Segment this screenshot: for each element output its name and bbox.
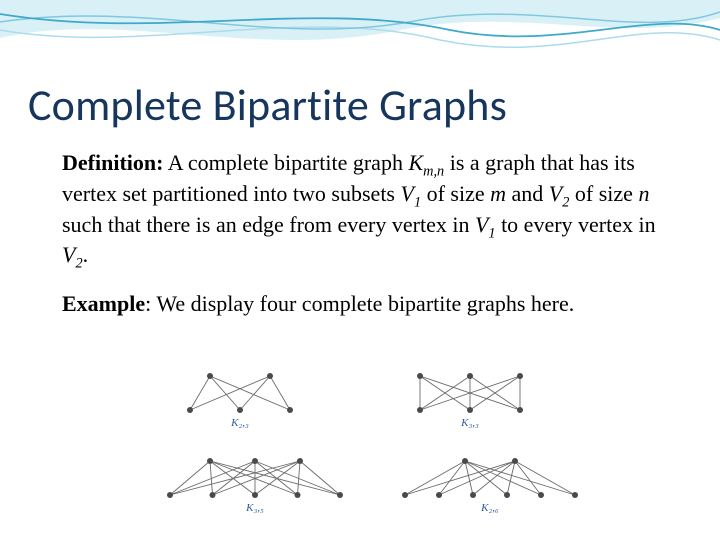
m-var: m <box>490 181 506 206</box>
bipartite-graphs-figure: K₂,₃ K₃,₃ K₃,₅ K₂,₆ <box>150 370 570 530</box>
example-text: : We display four complete bipartite gra… <box>145 291 574 316</box>
def-text-3: of size <box>421 181 490 206</box>
v1-symbol: V <box>401 181 414 206</box>
graphs-svg: K₂,₃ K₃,₃ K₃,₅ K₂,₆ <box>150 370 590 530</box>
n-var: n <box>638 181 649 206</box>
bipartite-K₃,₃: K₃,₃ <box>417 373 523 429</box>
svg-text:K₃,₅: K₃,₅ <box>245 502 264 514</box>
def-text-4: and <box>506 181 549 206</box>
v2b-sub: 2 <box>75 256 82 272</box>
def-text-6: such that there is an edge from every ve… <box>62 212 475 237</box>
slide-title: Complete Bipartite Graphs <box>28 78 507 132</box>
slide: Complete Bipartite Graphs Definition: A … <box>0 0 720 540</box>
def-text-7: to every vertex in <box>496 212 656 237</box>
svg-text:K₂,₃: K₂,₃ <box>230 417 249 429</box>
svg-text:K₂,₆: K₂,₆ <box>480 502 499 514</box>
def-text-1: A complete bipartite graph <box>163 150 408 175</box>
slide-body: Definition: A complete bipartite graph K… <box>62 150 658 336</box>
def-text-5: of size <box>569 181 638 206</box>
bipartite-K₃,₅: K₃,₅ <box>167 458 343 514</box>
v2-symbol: V <box>549 181 562 206</box>
wave-decoration <box>0 0 720 70</box>
bipartite-K₂,₃: K₂,₃ <box>187 373 293 429</box>
v2b-symbol: V <box>62 242 75 267</box>
k-symbol: K <box>408 150 423 175</box>
example-paragraph: Example: We display four complete bipart… <box>62 291 658 318</box>
svg-text:K₃,₃: K₃,₃ <box>460 417 479 429</box>
bipartite-K₂,₆: K₂,₆ <box>402 458 578 514</box>
definition-paragraph: Definition: A complete bipartite graph K… <box>62 150 658 273</box>
definition-label: Definition: <box>62 150 163 175</box>
v1b-symbol: V <box>475 212 488 237</box>
def-period: . <box>83 242 89 267</box>
v1b-sub: 1 <box>488 225 495 241</box>
example-label: Example <box>62 291 145 316</box>
k-subscript: m,n <box>423 163 444 179</box>
